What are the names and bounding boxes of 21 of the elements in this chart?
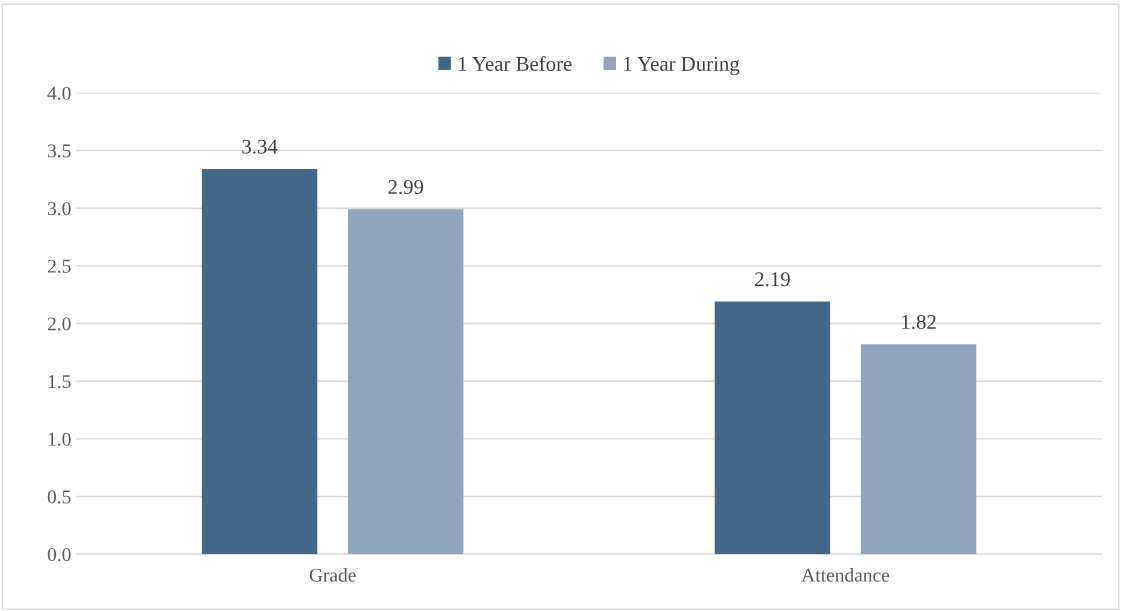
bar [201, 168, 318, 555]
y-tick-label: 1.5 [48, 375, 71, 389]
y-tick-label: 0.5 [47, 490, 71, 504]
data-label: 3.34 [242, 139, 278, 154]
y-tick-label: 2.0 [47, 317, 71, 331]
bar [348, 209, 464, 555]
bar [860, 344, 977, 555]
y-tick-label: 3.0 [47, 202, 71, 216]
y-tick-label: 1.0 [48, 432, 71, 446]
y-tick-label: 4.0 [47, 86, 71, 100]
y-tick-label: 2.5 [47, 259, 71, 273]
y-tick-label: 0.0 [47, 547, 71, 562]
data-label: 2.19 [755, 272, 790, 287]
legend-label: 1 Year During [624, 56, 740, 76]
data-label: 1.82 [902, 314, 936, 330]
y-tick-label: 3.5 [47, 144, 71, 158]
x-tick-label: Attendance [801, 568, 890, 582]
bar [714, 301, 831, 555]
x-tick-label: Grade [309, 568, 356, 582]
legend-label: 1 Year Before [458, 56, 572, 71]
data-label: 2.99 [388, 180, 424, 195]
